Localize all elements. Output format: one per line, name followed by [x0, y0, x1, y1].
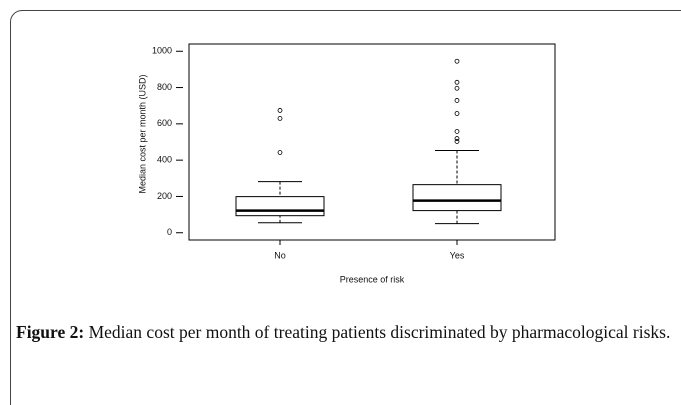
y-tick-label: 800	[157, 82, 172, 92]
y-tick-label: 400	[157, 155, 172, 165]
y-tick-label: 200	[157, 191, 172, 201]
y-tick-label: 0	[167, 227, 172, 237]
x-tick-label: No	[274, 250, 286, 260]
outlier	[454, 136, 460, 141]
x-tick-label: Yes	[450, 250, 465, 260]
outlier	[454, 129, 460, 134]
box	[412, 184, 502, 212]
outlier	[454, 139, 460, 144]
outlier	[277, 150, 283, 155]
chart: Presence of risk Median cost per month (…	[137, 43, 556, 284]
box	[235, 196, 325, 217]
outlier	[454, 111, 460, 116]
outlier	[454, 98, 460, 103]
outlier	[454, 85, 460, 91]
y-tick-label: 1000	[152, 46, 172, 56]
y-tick-label: 600	[157, 118, 172, 128]
caption-label: Figure 2:	[16, 322, 85, 342]
caption: Figure 2: Median cost per month of treat…	[16, 320, 671, 344]
y-axis-label: Median cost per month (USD)	[137, 74, 147, 193]
caption-text: Median cost per month of treating patien…	[88, 322, 671, 342]
x-axis-label: Presence of risk	[340, 274, 405, 284]
outlier	[277, 116, 283, 121]
outlier	[454, 79, 460, 85]
figure-frame	[10, 10, 681, 405]
outlier	[454, 58, 460, 64]
outlier	[277, 108, 283, 113]
plot-frame	[188, 43, 556, 241]
